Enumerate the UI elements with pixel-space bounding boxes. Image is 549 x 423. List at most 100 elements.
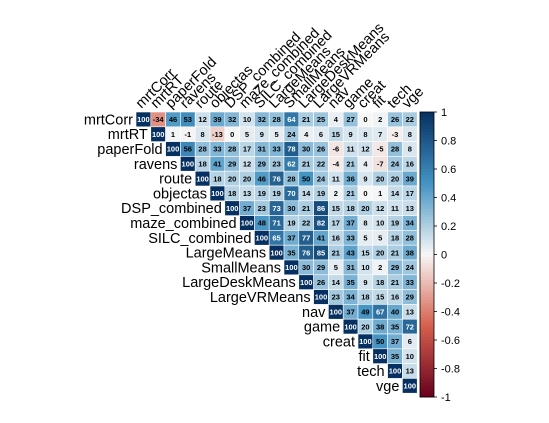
cell-value-label: 70 <box>287 189 295 198</box>
cell-value-label: 18 <box>391 234 399 243</box>
cell-value-label: 100 <box>359 337 372 346</box>
colorbar-segment <box>420 131 434 136</box>
cell-value-label: 19 <box>391 219 399 228</box>
colorbar-segment <box>420 243 434 247</box>
colorbar-segment <box>420 340 434 344</box>
colorbar-segment <box>420 254 434 258</box>
colorbar-segment <box>420 280 434 284</box>
colorbar-segment <box>420 248 434 253</box>
cell-value-label: 12 <box>198 115 206 124</box>
colorbar-segment <box>420 197 434 201</box>
colorbar-segment <box>420 308 434 312</box>
colorbar-segment <box>420 120 434 124</box>
cell-value-label: 37 <box>346 308 354 317</box>
cell-value-label: 26 <box>391 115 399 124</box>
colorbar-segment <box>420 194 434 198</box>
cell-value-label: 19 <box>287 219 295 228</box>
cell-value-label: 10 <box>376 219 384 228</box>
colorbar-segment <box>420 302 434 307</box>
colorbar-segment <box>420 391 434 395</box>
cell-value-label: 16 <box>406 160 414 169</box>
cell-value-label: 2 <box>378 263 382 272</box>
cell-value-label: 86 <box>317 204 325 213</box>
cell-value-label: 38 <box>406 248 414 257</box>
cell-value-label: 17 <box>406 189 414 198</box>
cell-value-label: 73 <box>272 204 280 213</box>
colorbar-segment <box>420 274 434 278</box>
cell-value-label: 50 <box>376 337 384 346</box>
colorbar-segment <box>420 311 434 315</box>
colorbar-segment <box>420 174 434 178</box>
colorbar-segment <box>420 214 434 218</box>
cell-value-label: 8 <box>408 130 412 139</box>
cell-value-label: 10 <box>406 352 414 361</box>
cell-value-label: 29 <box>406 293 414 302</box>
cell-value-label: 85 <box>317 248 325 257</box>
cell-value-label: 4 <box>304 130 309 139</box>
cell-value-label: 18 <box>228 189 236 198</box>
cell-value-label: 20 <box>361 204 369 213</box>
colorbar-segment <box>420 328 434 332</box>
cell-value-label: 13 <box>406 367 414 376</box>
cell-value-label: 12 <box>361 145 369 154</box>
colorbar-segment <box>420 146 434 150</box>
colorbar-tick-label: 0 <box>441 250 447 262</box>
cell-value-label: 33 <box>346 234 354 243</box>
cell-value-label: 12 <box>243 160 251 169</box>
cell-value-label: -4 <box>332 160 339 169</box>
colorbar-segment <box>420 365 434 369</box>
cell-value-label: -34 <box>153 115 165 124</box>
cell-value-label: 29 <box>258 160 266 169</box>
cell-value-label: 8 <box>363 219 367 228</box>
colorbar-tick-label: 0.2 <box>441 221 456 233</box>
cell-value-label: 9 <box>260 130 264 139</box>
cell-value-label: 10 <box>361 263 369 272</box>
colorbar-segment <box>420 149 434 153</box>
cell-value-label: 48 <box>258 219 266 228</box>
cell-value-label: 40 <box>391 308 399 317</box>
cell-value-label: 31 <box>258 145 266 154</box>
cell-value-label: 100 <box>182 160 195 169</box>
cell-value-label: 1 <box>378 189 382 198</box>
cell-value-label: 8 <box>408 145 412 154</box>
colorbar-segment <box>420 231 434 235</box>
row-label: maze_combined <box>130 216 236 232</box>
cell-value-label: 100 <box>137 115 150 124</box>
cell-value-label: 14 <box>302 189 311 198</box>
cell-value-label: 71 <box>272 219 280 228</box>
cell-value-label: 11 <box>347 145 355 154</box>
row-label: tech <box>357 364 384 380</box>
colorbar-segment <box>420 129 434 133</box>
cell-value-label: 14 <box>391 189 400 198</box>
colorbar-segment <box>420 211 434 215</box>
cell-value-label: 27 <box>346 115 354 124</box>
cell-value-label: 13 <box>406 204 414 213</box>
cell-value-label: 25 <box>317 115 325 124</box>
cell-value-label: 32 <box>258 115 266 124</box>
cell-value-label: 21 <box>391 278 399 287</box>
row-label: mrtRT <box>108 127 148 143</box>
cell-value-label: 21 <box>332 248 340 257</box>
colorbar-segment <box>420 245 434 250</box>
cell-value-label: 24 <box>317 174 326 183</box>
cell-value-label: 35 <box>391 322 399 331</box>
cell-value-label: 62 <box>287 160 295 169</box>
colorbar-tick-label: 0.4 <box>441 193 456 205</box>
column-labels: mrtCorrmrtRTpaperFoldravensrouteobjectas… <box>133 20 427 112</box>
colorbar-segment <box>420 322 434 327</box>
row-label: fit <box>359 349 370 365</box>
row-label: ravens <box>134 157 178 173</box>
colorbar-segment <box>420 157 434 161</box>
cell-value-label: 11 <box>332 174 340 183</box>
colorbar-segment <box>420 151 434 156</box>
colorbar-segment <box>420 382 434 386</box>
cell-value-label: 9 <box>363 278 367 287</box>
cell-value-label: 31 <box>346 263 354 272</box>
cell-value-label: 17 <box>332 219 340 228</box>
colorbar-segment <box>420 154 434 158</box>
colorbar-segment <box>420 317 434 321</box>
cell-value-label: 23 <box>332 293 340 302</box>
colorbar-segment <box>420 217 434 221</box>
cell-value-label: -7 <box>377 160 384 169</box>
row-label: paperFold <box>97 142 162 158</box>
